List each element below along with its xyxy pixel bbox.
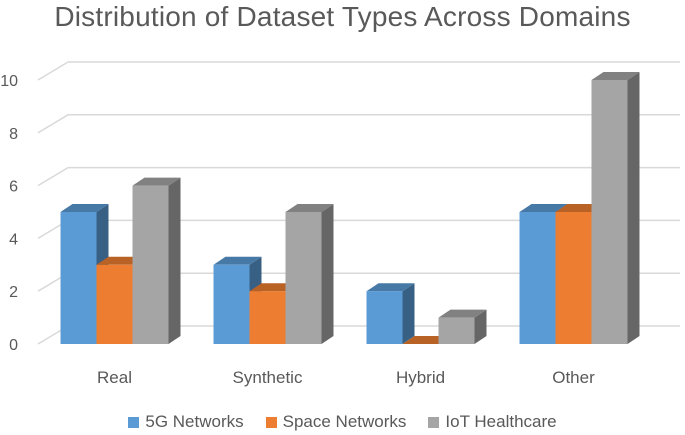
bar-other-iot-healthcare — [591, 72, 640, 344]
x-category-label: Other — [552, 368, 595, 387]
legend-item: 5G Networks — [128, 412, 244, 432]
bar-hybrid-5g-networks — [366, 283, 415, 344]
y-tick-label: 10 — [0, 73, 18, 90]
bar-real-iot-healthcare — [132, 177, 181, 344]
x-category-label: Synthetic — [233, 368, 303, 387]
legend-swatch — [128, 416, 140, 428]
legend-item: Space Networks — [265, 412, 407, 432]
x-category-label: Real — [97, 368, 132, 387]
legend: 5G Networks Space Networks IoT Healthcare — [0, 412, 685, 432]
legend-label: 5G Networks — [145, 412, 244, 431]
legend-item: IoT Healthcare — [428, 412, 557, 432]
gridline-6 — [37, 166, 680, 187]
y-tick-label: 2 — [9, 284, 18, 301]
y-tick-label: 6 — [9, 179, 18, 196]
bars — [60, 72, 640, 344]
bar-hybrid-iot-healthcare — [438, 309, 487, 344]
legend-label: Space Networks — [282, 412, 407, 431]
y-axis-ticks: 0 2 4 6 8 10 — [0, 73, 18, 354]
bar-synthetic-iot-healthcare — [285, 204, 334, 344]
y-tick-label: 0 — [9, 337, 18, 354]
y-tick-label: 8 — [9, 126, 18, 143]
gridline-10 — [37, 61, 680, 81]
legend-swatch — [428, 416, 440, 428]
y-tick-label: 4 — [9, 231, 18, 248]
legend-label: IoT Healthcare — [445, 412, 557, 431]
legend-swatch — [265, 416, 277, 428]
x-category-label: Hybrid — [396, 368, 445, 387]
gridline-8 — [37, 114, 680, 134]
x-axis-categories: Real Synthetic Hybrid Other — [97, 368, 595, 387]
chart-title: Distribution of Dataset Types Across Dom… — [54, 1, 631, 32]
